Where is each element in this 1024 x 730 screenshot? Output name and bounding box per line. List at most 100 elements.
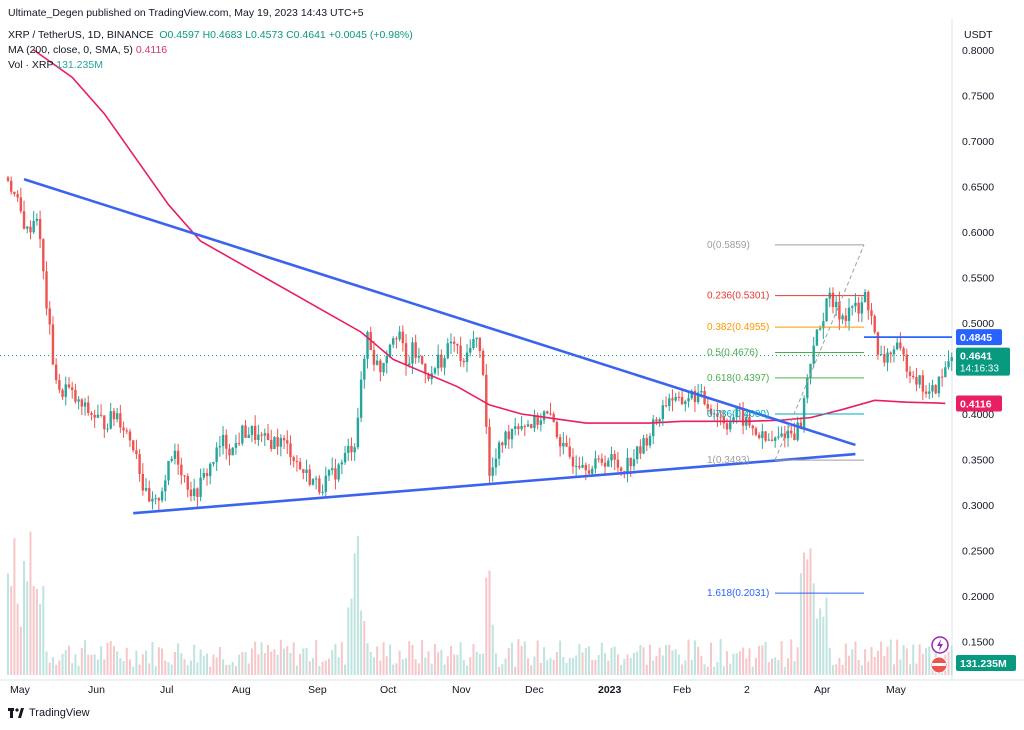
- volume-bar: [681, 664, 684, 675]
- volume-bar: [581, 652, 584, 675]
- volume-bar: [899, 659, 902, 675]
- symbol-label[interactable]: XRP / TetherUS, 1D, BINANCE: [8, 29, 154, 41]
- volume-bar: [84, 640, 87, 675]
- candle-body: [491, 467, 494, 476]
- candle-body: [225, 434, 228, 449]
- volume-bar: [504, 658, 507, 675]
- candle-body: [388, 344, 392, 357]
- candle-body: [812, 345, 815, 364]
- candle-body: [860, 302, 864, 314]
- volume-bar: [600, 642, 603, 675]
- volume-bar: [74, 654, 77, 675]
- volume-bar: [806, 559, 809, 675]
- volume-bar: [607, 660, 610, 675]
- candle-body: [157, 498, 161, 501]
- candle-body: [921, 375, 925, 392]
- volume-bar: [250, 648, 253, 675]
- candle-body: [385, 356, 388, 364]
- volume-bar: [154, 666, 157, 675]
- candle-body: [382, 363, 385, 373]
- candle-body: [600, 458, 604, 463]
- candle-body: [671, 398, 674, 401]
- candle-body: [234, 443, 238, 448]
- candle-body: [318, 478, 321, 493]
- volume-bar: [334, 643, 337, 675]
- y-tick-label: 0.6500: [962, 182, 994, 194]
- volume-bar: [80, 647, 83, 675]
- candle-body: [295, 461, 299, 463]
- volume-bar: [382, 642, 385, 675]
- volume-bar: [809, 548, 812, 675]
- candle-body: [61, 389, 64, 397]
- volume-bar: [347, 607, 350, 675]
- volume-bar: [588, 646, 591, 675]
- volume-bar: [350, 598, 353, 675]
- volume-bar: [520, 645, 523, 675]
- volume-tag: [956, 655, 1016, 671]
- candle-body: [38, 218, 42, 240]
- volume-bar: [308, 661, 311, 675]
- trendline: [23, 177, 856, 447]
- volume-bar: [616, 654, 619, 675]
- candle-body: [886, 352, 889, 363]
- candle-body: [668, 398, 671, 407]
- candle-body: [359, 379, 363, 418]
- candle-body: [228, 448, 231, 456]
- candle-body: [103, 415, 106, 430]
- volume-bar: [424, 657, 427, 675]
- volume-indicator-label[interactable]: Vol · XRP: [8, 59, 54, 71]
- currency-label: USDT: [964, 29, 993, 41]
- candle-body: [93, 414, 96, 418]
- candle-body: [289, 443, 292, 458]
- volume-bar: [642, 647, 645, 675]
- candle-body: [562, 442, 565, 447]
- volume-bar: [485, 577, 488, 675]
- candle-body: [469, 348, 472, 353]
- volume-bar: [844, 643, 847, 675]
- volume-bar: [613, 646, 616, 675]
- candle-body: [151, 498, 154, 502]
- candle-body: [29, 226, 32, 233]
- candle-body: [314, 478, 318, 480]
- volume-bar: [119, 657, 122, 675]
- volume-bar: [241, 651, 244, 675]
- candle-body: [558, 437, 562, 447]
- fib-level-label: 0(0.5859): [707, 240, 750, 251]
- volume-bar: [758, 645, 761, 675]
- candle-body: [372, 350, 376, 365]
- x-tick-label: Oct: [380, 684, 396, 696]
- candle-body: [488, 426, 491, 476]
- bar-countdown-label: 14:16:33: [960, 364, 999, 375]
- volume-bar: [315, 640, 318, 675]
- candle-body: [607, 460, 610, 467]
- volume-bar: [289, 652, 292, 675]
- volume-bar: [629, 658, 632, 675]
- candle-body: [452, 341, 456, 344]
- volume-bar: [26, 581, 29, 675]
- volume-bar: [921, 653, 924, 675]
- candle-body: [176, 450, 180, 465]
- volume-bar: [604, 653, 607, 675]
- volume-bar: [665, 644, 668, 675]
- volume-bar: [668, 644, 671, 675]
- candle-body: [915, 377, 918, 385]
- y-tick-label: 0.1500: [962, 637, 994, 649]
- candle-body: [347, 445, 350, 453]
- candle-body: [247, 434, 250, 438]
- volume-bar: [716, 661, 719, 675]
- volume-bar: [530, 665, 533, 675]
- candle-body: [549, 413, 552, 415]
- candle-body: [13, 191, 16, 195]
- volume-bar: [100, 646, 103, 675]
- candle-body: [131, 440, 135, 451]
- volume-bar: [103, 659, 106, 675]
- candle-body: [732, 417, 735, 423]
- volume-bar: [318, 666, 321, 675]
- volume-bar: [864, 649, 867, 675]
- volume-bar: [799, 573, 802, 675]
- volume-bar: [854, 641, 857, 675]
- footer-branding[interactable]: TradingView: [8, 707, 90, 719]
- candle-body: [729, 422, 732, 430]
- ma-indicator-label[interactable]: MA (200, close, 0, SMA, 5): [8, 44, 133, 56]
